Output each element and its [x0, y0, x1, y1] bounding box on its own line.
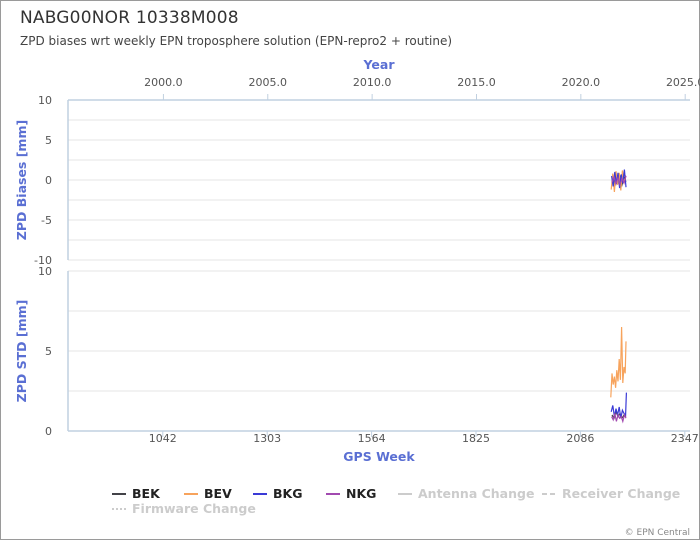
bottom-axis-tick-label: 1564	[358, 432, 386, 445]
std-y-axis-title: ZPD STD [mm]	[14, 300, 29, 403]
top-axis-tick-label: 2005.0	[249, 76, 288, 89]
std-y-tick-label: 0	[45, 425, 52, 438]
bottom-axis-tick-label: 1303	[253, 432, 281, 445]
legend-item-bev[interactable]: BEV	[204, 486, 232, 501]
bias-series-nkg	[611, 174, 627, 187]
legend-item-antenna-change[interactable]: Antenna Change	[418, 486, 534, 501]
legend-item-bek[interactable]: BEK	[132, 486, 161, 501]
legend-item-bkg[interactable]: BKG	[273, 486, 302, 501]
std-series-nkg	[611, 413, 627, 424]
top-axis-tick-label: 2015.0	[457, 76, 496, 89]
legend: BEK BEV BKG NKG Antenna Change Receiver Chang…	[112, 486, 680, 516]
bias-y-tick-label: -5	[41, 214, 52, 227]
credit-text: © EPN Central	[625, 528, 690, 538]
bias-y-tick-label: -10	[34, 254, 52, 267]
bottom-axis-title: GPS Week	[343, 449, 415, 464]
bias-y-tick-label: 10	[38, 94, 52, 107]
top-axis-tick-label: 2020.0	[562, 76, 601, 89]
bias-y-tick-label: 0	[45, 174, 52, 187]
std-series-bev	[610, 326, 627, 398]
top-axis-tick-label: 2000.0	[144, 76, 183, 89]
std-y-tick-label: 10	[38, 265, 52, 278]
bottom-axis-tick-label: 1042	[149, 432, 177, 445]
legend-item-firmware-change[interactable]: Firmware Change	[132, 501, 256, 516]
top-axis-tick-label: 2025.0	[666, 76, 700, 89]
legend-item-nkg[interactable]: NKG	[346, 486, 376, 501]
chart-subtitle: ZPD biases wrt weekly EPN troposphere so…	[20, 34, 453, 48]
legend-item-receiver-change[interactable]: Receiver Change	[562, 486, 680, 501]
bottom-axis-tick-label: 2347	[671, 432, 699, 445]
std-y-tick-label: 5	[45, 345, 52, 358]
bias-y-tick-label: 5	[45, 134, 52, 147]
top-axis-tick-label: 2010.0	[353, 76, 392, 89]
bottom-axis-tick-label: 1825	[462, 432, 490, 445]
bias-y-axis-title: ZPD Biases [mm]	[14, 120, 29, 240]
bottom-axis-tick-label: 2086	[566, 432, 594, 445]
chart-title: NABG00NOR 10338M008	[20, 8, 239, 28]
top-axis-title: Year	[363, 57, 396, 72]
